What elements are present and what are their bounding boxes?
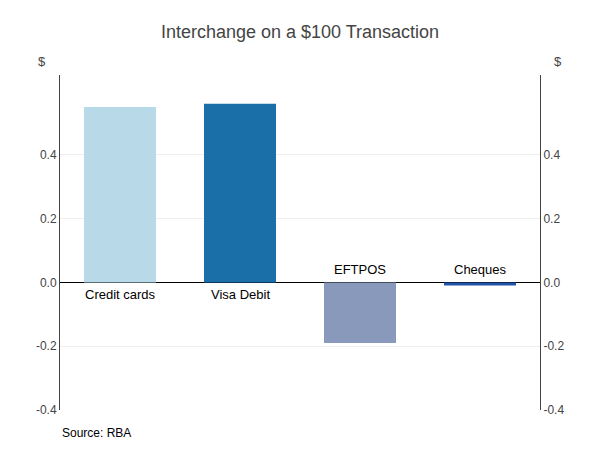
svg-text:EFTPOS: EFTPOS [334, 262, 386, 277]
svg-text:0.2: 0.2 [543, 212, 560, 226]
svg-text:0.0: 0.0 [40, 276, 57, 290]
svg-text:0.2: 0.2 [40, 212, 57, 226]
svg-text:-0.4: -0.4 [543, 403, 564, 417]
svg-text:Visa Debit: Visa Debit [211, 287, 270, 302]
svg-text:$: $ [38, 54, 46, 69]
svg-text:Credit cards: Credit cards [85, 287, 156, 302]
svg-text:-0.2: -0.2 [36, 339, 57, 353]
svg-text:0.4: 0.4 [543, 148, 560, 162]
svg-text:Source: RBA: Source: RBA [62, 426, 131, 440]
svg-text:-0.4: -0.4 [36, 403, 57, 417]
svg-text:Cheques: Cheques [454, 262, 507, 277]
svg-text:-0.2: -0.2 [543, 339, 564, 353]
svg-text:0.0: 0.0 [543, 276, 560, 290]
svg-text:Interchange on a $100 Transact: Interchange on a $100 Transaction [161, 22, 439, 42]
svg-text:$: $ [554, 54, 562, 69]
svg-text:0.4: 0.4 [40, 148, 57, 162]
